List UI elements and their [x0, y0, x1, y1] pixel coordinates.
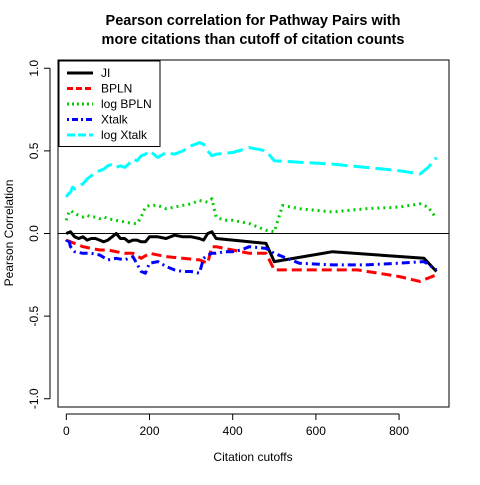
legend-label-0: JI [101, 66, 110, 80]
chart-title-line-1: Pearson correlation for Pathway Pairs wi… [106, 13, 401, 29]
y-tick-label: 1.0 [27, 60, 41, 77]
chart-title-line-2: more citations than cutoff of citation c… [102, 32, 405, 48]
x-tick-label: 600 [306, 424, 326, 438]
axis-layer: 0 200 400 600 800 -1.0 -0.5 0.0 0.5 1.0 [27, 60, 409, 438]
plot-frame [57, 59, 450, 408]
legend-label-4: log Xtalk [101, 128, 148, 142]
y-tick-label: 0.0 [27, 225, 41, 242]
y-tick-label: -1.0 [27, 388, 41, 409]
y-tick-label: -0.5 [27, 305, 41, 326]
series-line-0 [65, 230, 438, 273]
legend-box [58, 60, 161, 147]
series-line-4 [65, 141, 438, 198]
series-line-2 [64, 197, 438, 234]
series-line-1 [65, 238, 438, 283]
series-line-3 [65, 237, 438, 275]
legend-label-1: BPLN [101, 82, 132, 96]
x-tick-label: 800 [389, 424, 409, 438]
x-tick-label: 0 [63, 424, 70, 438]
y-axis-label: Pearson Correlation [2, 180, 16, 287]
x-axis-label: Citation cutoffs [213, 450, 292, 464]
legend-label-3: Xtalk [101, 113, 129, 127]
x-tick-label: 200 [139, 424, 159, 438]
x-tick-label: 400 [223, 424, 243, 438]
series-layer [64, 141, 438, 283]
legend-label-2: log BPLN [101, 97, 152, 111]
y-tick-label: 0.5 [27, 142, 41, 159]
